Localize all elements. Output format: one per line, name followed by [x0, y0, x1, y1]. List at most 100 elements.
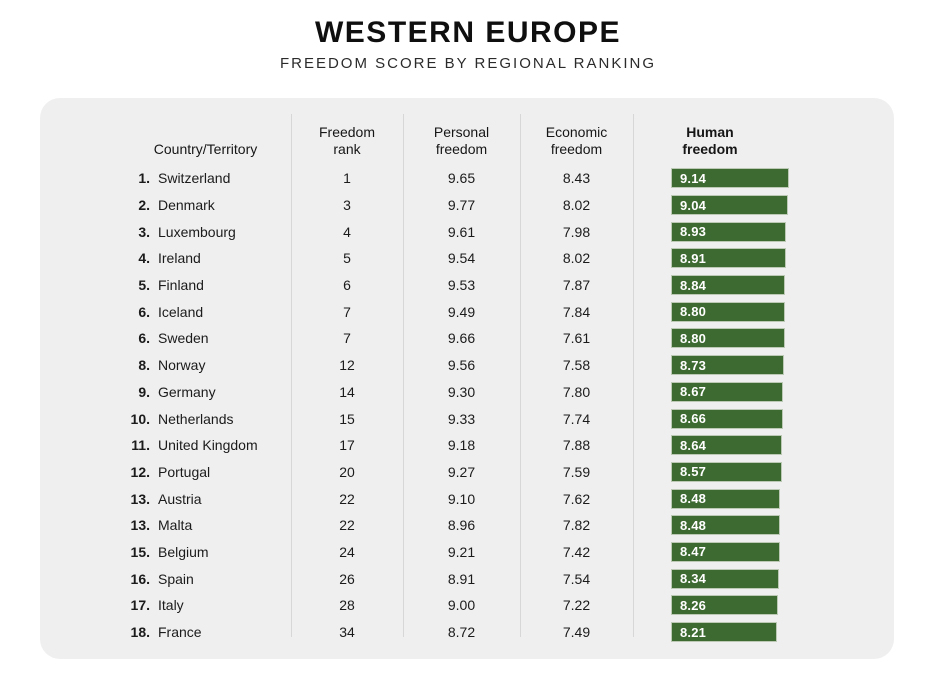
- column-header-country: Country/Territory: [40, 141, 291, 160]
- human-freedom-bar: 8.48: [671, 515, 781, 536]
- regional-rank-number: 17.: [130, 597, 150, 614]
- country-name: Austria: [158, 490, 202, 507]
- regional-rank-number: 2.: [138, 197, 150, 214]
- country-cell: 6. Sweden: [40, 330, 291, 346]
- column-header-personal-freedom-line1: Personal: [433, 124, 490, 140]
- human-freedom-value: 9.14: [680, 170, 707, 186]
- table-row: 1. Switzerland 1 9.65 8.43 9.14: [40, 165, 894, 192]
- header: WESTERN EUROPE FREEDOM SCORE BY REGIONAL…: [0, 0, 936, 73]
- freedom-rank-value: 6: [343, 277, 351, 294]
- personal-freedom-value: 8.91: [447, 570, 476, 587]
- human-freedom-cell: 8.67: [633, 381, 894, 402]
- country-name: Belgium: [158, 543, 209, 560]
- table-row: 13. Malta 22 8.96 7.82 8.48: [40, 512, 894, 539]
- human-freedom-value: 8.48: [680, 491, 707, 507]
- country-name: Iceland: [158, 303, 204, 320]
- country-cell: 17. Italy: [40, 597, 291, 613]
- table-row: 6. Iceland 7 9.49 7.84 8.80: [40, 298, 894, 325]
- regional-rank-number: 9.: [138, 383, 150, 400]
- human-freedom-bar: 8.84: [671, 275, 786, 296]
- economic-freedom-value: 8.02: [562, 197, 591, 214]
- country-name: Netherlands: [158, 410, 234, 427]
- human-freedom-value: 8.67: [680, 384, 707, 400]
- regional-rank-number: 6.: [138, 330, 150, 347]
- economic-freedom-value: 8.02: [562, 250, 591, 267]
- country-cell: 2. Denmark: [40, 197, 291, 213]
- human-freedom-bar: 8.66: [671, 408, 783, 429]
- country-cell: 9. Germany: [40, 384, 291, 400]
- column-header-freedom-rank: Freedom rank: [291, 124, 403, 160]
- table-header-row: Country/Territory Freedom rank Personal …: [40, 116, 894, 160]
- table-row: 16. Spain 26 8.91 7.54 8.34: [40, 565, 894, 592]
- human-freedom-cell: 8.66: [633, 408, 894, 429]
- country-name: Sweden: [158, 330, 209, 347]
- freedom-rank-value: 34: [339, 624, 355, 641]
- regional-rank-number: 8.: [138, 357, 150, 374]
- human-freedom-value: 8.84: [680, 277, 707, 293]
- human-freedom-value: 8.57: [680, 464, 707, 480]
- country-cell: 10. Netherlands: [40, 411, 291, 427]
- human-freedom-bar: 8.48: [671, 488, 781, 509]
- economic-freedom-value: 7.84: [562, 303, 591, 320]
- country-name: France: [158, 624, 202, 641]
- column-header-economic-freedom-line2: freedom: [550, 141, 603, 157]
- table-row: 13. Austria 22 9.10 7.62 8.48: [40, 485, 894, 512]
- economic-freedom-value: 7.62: [562, 490, 591, 507]
- human-freedom-value: 8.91: [680, 250, 707, 266]
- personal-freedom-value: 9.33: [447, 410, 476, 427]
- freedom-rank-value: 1: [343, 170, 351, 187]
- table-row: 8. Norway 12 9.56 7.58 8.73: [40, 352, 894, 379]
- column-header-economic-freedom-line1: Economic: [545, 124, 608, 140]
- country-name: Malta: [158, 517, 193, 534]
- freedom-rank-value: 22: [339, 517, 355, 534]
- freedom-rank-value: 5: [343, 250, 351, 267]
- personal-freedom-value: 8.96: [447, 517, 476, 534]
- economic-freedom-value: 7.88: [562, 437, 591, 454]
- personal-freedom-value: 9.30: [447, 383, 476, 400]
- economic-freedom-value: 7.98: [562, 223, 591, 240]
- country-name: Finland: [158, 277, 204, 294]
- human-freedom-cell: 8.57: [633, 461, 894, 482]
- human-freedom-bar: 8.57: [671, 461, 782, 482]
- column-header-human-freedom: Human freedom: [633, 124, 894, 160]
- regional-rank-number: 11.: [131, 437, 150, 454]
- human-freedom-value: 8.80: [680, 304, 707, 320]
- human-freedom-cell: 8.91: [633, 248, 894, 269]
- country-name: Portugal: [158, 463, 211, 480]
- table-row: 10. Netherlands 15 9.33 7.74 8.66: [40, 405, 894, 432]
- human-freedom-cell: 8.48: [633, 488, 894, 509]
- human-freedom-bar: 8.34: [671, 568, 779, 589]
- human-freedom-bar: 9.14: [671, 168, 789, 189]
- column-header-country-label: Country/Territory: [153, 141, 258, 157]
- personal-freedom-value: 9.66: [447, 330, 476, 347]
- personal-freedom-value: 9.77: [447, 197, 476, 214]
- column-divider-2: [403, 114, 404, 637]
- human-freedom-value: 8.73: [680, 357, 707, 373]
- human-freedom-cell: 8.26: [633, 595, 894, 616]
- column-header-human-freedom-inner: Human freedom: [671, 124, 749, 158]
- table-row: 11. United Kingdom 17 9.18 7.88 8.64: [40, 432, 894, 459]
- human-freedom-bar: 8.47: [671, 541, 781, 562]
- human-freedom-value: 8.64: [680, 437, 707, 453]
- freedom-rank-value: 22: [339, 490, 355, 507]
- country-name: United Kingdom: [158, 437, 258, 454]
- column-header-personal-freedom: Personal freedom: [403, 124, 520, 160]
- human-freedom-cell: 9.04: [633, 195, 894, 216]
- personal-freedom-value: 9.18: [447, 437, 476, 454]
- country-cell: 12. Portugal: [40, 464, 291, 480]
- human-freedom-bar: 8.80: [671, 328, 785, 349]
- human-freedom-bar: 8.67: [671, 381, 783, 402]
- table-row: 3. Luxembourg 4 9.61 7.98 8.93: [40, 218, 894, 245]
- personal-freedom-value: 9.61: [447, 223, 476, 240]
- column-divider-1: [291, 114, 292, 637]
- table-row: 9. Germany 14 9.30 7.80 8.67: [40, 379, 894, 406]
- human-freedom-value: 8.80: [680, 330, 707, 346]
- column-header-economic-freedom: Economic freedom: [520, 124, 633, 160]
- regional-rank-number: 4.: [138, 250, 150, 267]
- country-cell: 1. Switzerland: [40, 170, 291, 186]
- economic-freedom-value: 7.74: [562, 410, 591, 427]
- column-divider-4: [633, 114, 634, 637]
- freedom-rank-value: 3: [343, 197, 351, 214]
- human-freedom-value: 9.04: [680, 197, 707, 213]
- economic-freedom-value: 7.61: [562, 330, 591, 347]
